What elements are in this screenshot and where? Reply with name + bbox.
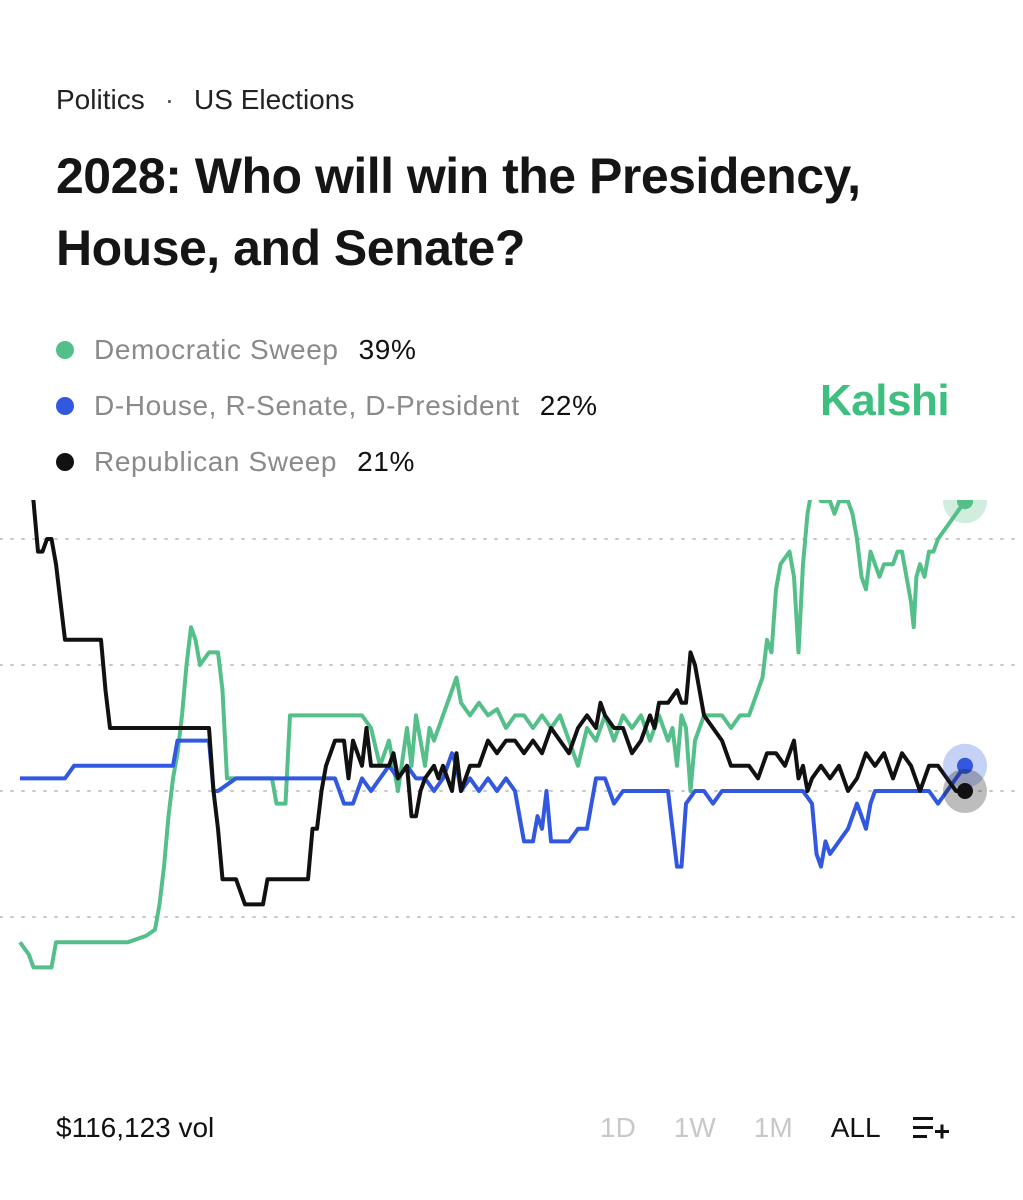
legend-dot-icon xyxy=(56,341,74,359)
breadcrumb: Politics · US Elections xyxy=(56,84,354,116)
legend-item: Republican Sweep 21% xyxy=(56,434,598,490)
price-chart[interactable] xyxy=(0,500,1023,1080)
range-1m-button[interactable]: 1M xyxy=(753,1112,793,1143)
legend-item: D-House, R-Senate, D-President 22% xyxy=(56,378,598,434)
breadcrumb-subcategory[interactable]: US Elections xyxy=(194,84,355,115)
chart-end-markers xyxy=(943,500,987,813)
series-line-d-house-r-senate-d-president xyxy=(20,738,967,869)
legend-percentage: 22% xyxy=(539,390,598,421)
legend: Democratic Sweep 39% D-House, R-Senate, … xyxy=(56,322,598,490)
list-add-icon[interactable] xyxy=(912,1114,953,1142)
legend-label: D-House, R-Senate, D-President xyxy=(94,390,520,421)
series-end-point xyxy=(957,500,973,510)
breadcrumb-separator: · xyxy=(164,84,175,115)
brand-logo: Kalshi xyxy=(820,376,950,425)
legend-percentage: 21% xyxy=(357,446,415,477)
volume-label: $116,123 vol xyxy=(56,1112,215,1143)
series-end-point xyxy=(957,783,973,799)
range-1w-button[interactable]: 1W xyxy=(673,1112,716,1143)
legend-label: Democratic Sweep xyxy=(94,334,339,365)
legend-item: Democratic Sweep 39% xyxy=(56,322,598,378)
breadcrumb-category[interactable]: Politics xyxy=(56,84,145,115)
legend-dot-icon xyxy=(56,397,74,415)
series-end-point xyxy=(957,757,973,774)
legend-dot-icon xyxy=(56,453,74,471)
time-range-selector: 1D 1W 1M ALL xyxy=(600,1112,953,1144)
series-end-halo xyxy=(943,500,987,524)
series-line-republican-sweep xyxy=(31,500,965,907)
chart-series-lines xyxy=(18,500,967,970)
page-title: 2028: Who will win the Presidency, House… xyxy=(56,148,861,276)
legend-percentage: 39% xyxy=(358,334,417,365)
legend-label: Republican Sweep xyxy=(94,446,338,477)
series-line-democratic-sweep xyxy=(18,500,967,970)
range-all-button[interactable]: ALL xyxy=(830,1112,881,1143)
range-1d-button[interactable]: 1D xyxy=(600,1112,636,1143)
